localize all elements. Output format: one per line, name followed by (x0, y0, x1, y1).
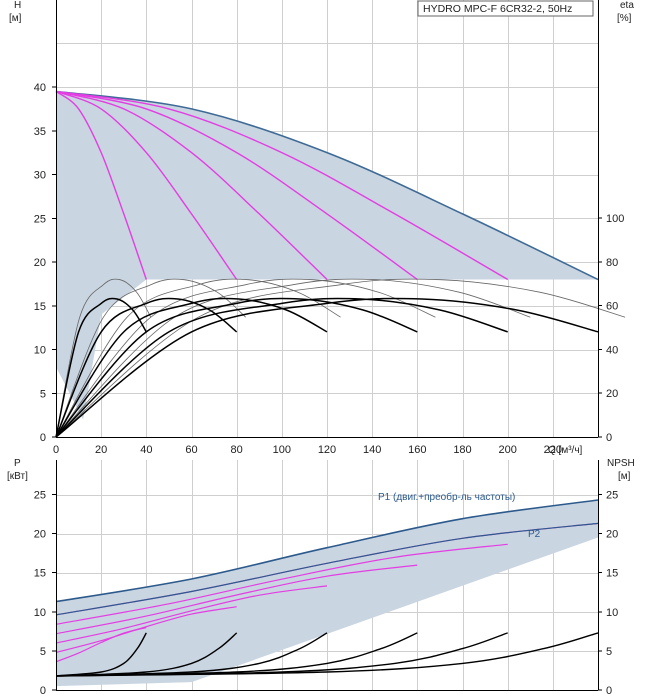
power-curve-4-pumps (55, 564, 418, 635)
efficiency-curve-2-pumps (55, 297, 238, 438)
y-tick-label-head: 15 (34, 301, 46, 313)
y2-tick-label-npsh: 5 (606, 646, 612, 658)
power-curve-3-pumps (55, 585, 328, 644)
efficiency-curve-4-pumps (55, 297, 418, 438)
y2-tick-label-npsh: 25 (606, 490, 618, 502)
y2-tick-label-npsh: 15 (606, 568, 618, 580)
series-label-p1: P1 (двиг.+преобр-ль частоты) (378, 491, 515, 503)
y-tick-label-power: 25 (34, 490, 46, 502)
y2-tick-label-npsh: 0 (606, 685, 612, 697)
y-tick-label-power: 0 (40, 685, 46, 697)
y2-tick-label-eta: 20 (606, 388, 618, 400)
head-axis-unit: [м] (9, 13, 22, 24)
efficiency-curve-1-pumps (55, 297, 147, 438)
y-tick-label-head: 0 (40, 432, 46, 444)
power-range-area (56, 500, 598, 687)
series-label-p2: P2 (528, 529, 541, 540)
x-tick-label: 220 (544, 444, 562, 456)
npsh-axis-unit: [м] (618, 471, 631, 482)
y2-tick-label-eta: 40 (606, 344, 618, 356)
y2-tick-label-npsh: 10 (606, 607, 618, 619)
x-axis-label: Q [м³/ч] (548, 445, 583, 456)
y-tick-label-head: 10 (34, 345, 46, 357)
x-tick-label: 60 (185, 444, 197, 456)
y-tick-label-power: 20 (34, 529, 46, 541)
efficiency-curve-alt-5-pumps (55, 278, 531, 438)
npsh-curve-6-pumps (55, 632, 599, 677)
x-tick-label: 200 (498, 444, 516, 456)
npsh-axis-label: NPSH (607, 458, 635, 469)
operating-range-area (56, 91, 598, 420)
y2-tick-label-eta: 0 (606, 432, 612, 444)
x-tick-label: 160 (408, 444, 426, 456)
y-tick-label-power: 10 (34, 607, 46, 619)
y-tick-label-head: 35 (34, 126, 46, 138)
x-tick-label: 20 (95, 444, 107, 456)
max-speed-curve (55, 90, 599, 281)
chart-title: HYDRO MPC-F 6CR32-2, 50Hz (423, 3, 572, 15)
head-curve-4-pumps (55, 90, 418, 281)
power-axis-label: P (14, 458, 21, 469)
efficiency-curve-6-pumps (55, 297, 599, 438)
y2-tick-label-eta: 80 (606, 257, 618, 269)
head-curve-5-pumps (55, 90, 509, 281)
y2-tick-label-eta: 60 (606, 301, 618, 313)
chart-title-box (417, 0, 594, 17)
power-curve-2-pumps (55, 606, 237, 654)
efficiency-curve-alt-3-pumps (55, 278, 341, 438)
x-tick-label: 0 (53, 444, 59, 456)
x-tick-label: 100 (273, 444, 291, 456)
y-tick-label-head: 25 (34, 213, 46, 225)
y2-tick-label-eta: 100 (606, 213, 624, 225)
power-curve-p1 (55, 499, 599, 603)
y-tick-label-head: 5 (40, 388, 46, 400)
head-curve-2-pumps (55, 90, 238, 280)
x-tick-label: 140 (363, 444, 381, 456)
y-tick-label-head: 20 (34, 257, 46, 269)
power-axis-unit: [кВт] (7, 471, 28, 482)
efficiency-curve-alt-6-pumps (55, 278, 626, 438)
eta-axis-unit: [%] (617, 13, 632, 24)
head-curve-3-pumps (55, 90, 328, 281)
x-tick-label: 180 (453, 444, 471, 456)
power-curve-5-pumps (55, 543, 508, 625)
y-tick-label-power: 5 (40, 646, 46, 658)
efficiency-curve-alt-2-pumps (55, 278, 246, 438)
power-curve-p2 (55, 522, 599, 616)
x-tick-label: 120 (318, 444, 336, 456)
efficiency-curve-5-pumps (55, 297, 508, 438)
head-curve-1-pumps (55, 90, 147, 280)
y2-tick-label-npsh: 20 (606, 529, 618, 541)
npsh-curve-1-pumps (55, 632, 147, 677)
efficiency-curve-3-pumps (55, 297, 328, 438)
y-tick-label-head: 40 (34, 82, 46, 94)
x-tick-label: 80 (231, 444, 243, 456)
plot-layer: 0 20 40 60 80 100 120 140 160 180 200 2200510152025… (34, 0, 626, 697)
y-tick-label-power: 15 (34, 568, 46, 580)
eta-axis-label: eta (620, 0, 634, 11)
y-tick-label-head: 30 (34, 170, 46, 182)
x-tick-label: 40 (140, 444, 152, 456)
efficiency-curve-alt-1-pumps (55, 278, 152, 438)
efficiency-curve-alt-4-pumps (55, 278, 436, 438)
head-axis-label: H (14, 0, 21, 11)
